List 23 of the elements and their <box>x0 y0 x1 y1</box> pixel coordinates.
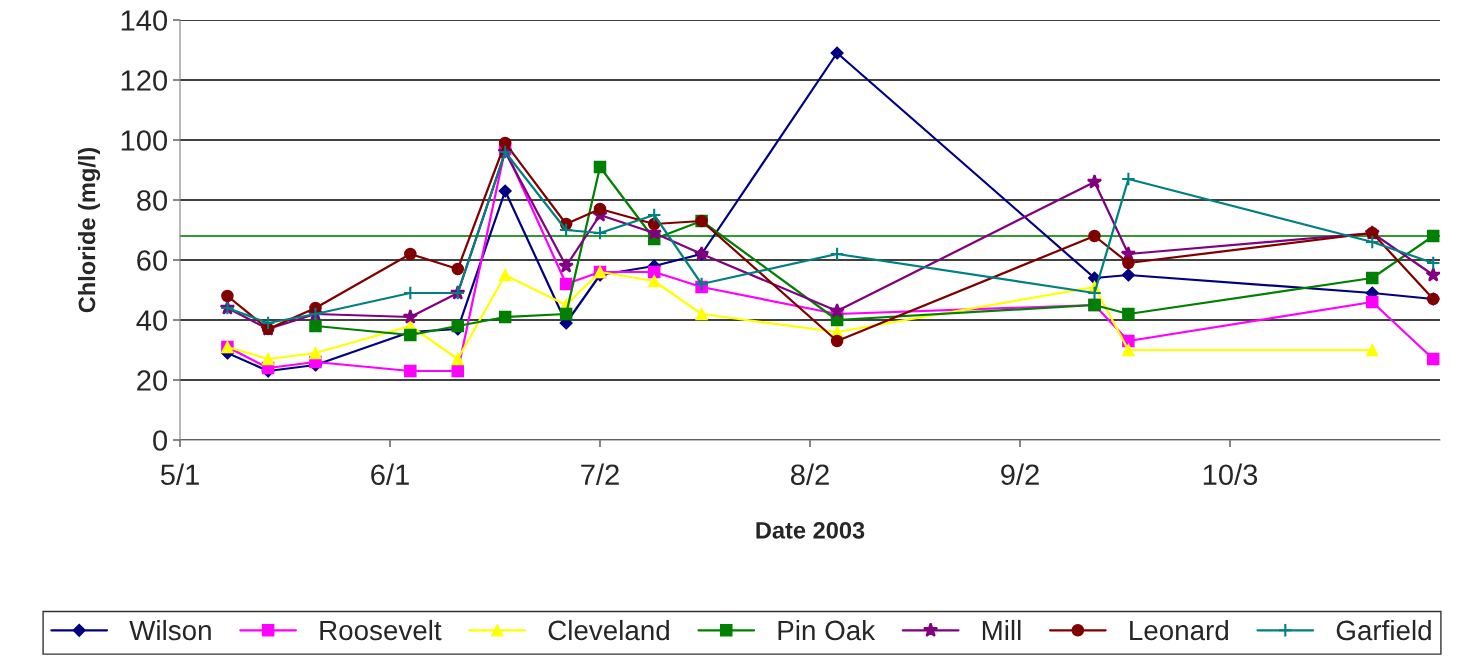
y-axis-title: Chloride (mg/l) <box>77 147 101 313</box>
y-tick-label: 140 <box>121 10 168 31</box>
legend-label: Leonard <box>1130 619 1228 641</box>
legend-label: Roosevelt <box>320 619 442 641</box>
y-tick-label: 80 <box>137 190 168 211</box>
y-tick-label: 60 <box>137 250 168 271</box>
x-tick-label: 8/2 <box>791 463 829 486</box>
x-tick-label: 10/3 <box>1203 463 1258 486</box>
y-tick-label: 20 <box>137 370 168 391</box>
x-tick-label: 9/2 <box>1001 463 1039 486</box>
legend-label: Mill <box>982 619 1021 641</box>
y-tick-label: 120 <box>121 70 168 91</box>
legend-label: Pin Oak <box>778 619 876 641</box>
x-tick-label: 6/1 <box>371 463 409 486</box>
y-tick-label: 40 <box>136 310 168 331</box>
legend-label: Wilson <box>129 619 211 641</box>
x-tick-label: 7/2 <box>581 463 619 486</box>
legend-label: Cleveland <box>548 619 669 641</box>
x-tick-label: 5/1 <box>160 463 199 486</box>
y-tick-label: 0 <box>153 430 168 451</box>
legend-label: Garfield <box>1336 619 1431 641</box>
y-tick-label: 100 <box>121 130 168 151</box>
x-axis-title: Date 2003 <box>756 521 865 539</box>
